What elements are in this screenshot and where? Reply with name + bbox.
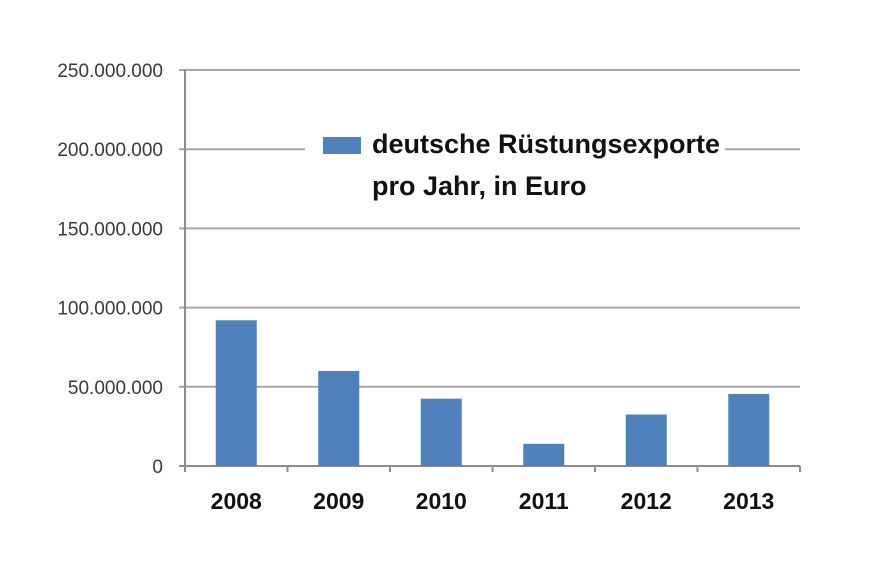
- bar-2008: [215, 320, 257, 466]
- y-tick-label: 0: [152, 457, 163, 478]
- x-tick-label: 2010: [416, 488, 467, 514]
- legend-label-line-2: pro Jahr, in Euro: [372, 171, 587, 201]
- x-tick-label: 2009: [313, 488, 364, 514]
- bar-2010: [420, 398, 462, 466]
- x-tick-label: 2013: [723, 488, 774, 514]
- x-tick-label: 2011: [519, 488, 569, 514]
- x-axis-tick-labels: 2008 2009 2010 2011 2012 2013: [211, 488, 775, 514]
- bar-2011: [523, 443, 565, 466]
- legend-swatch: [323, 137, 361, 154]
- y-tick-label: 200.000.000: [57, 140, 163, 161]
- bar-2013: [728, 393, 770, 466]
- y-tick-label: 100.000.000: [57, 299, 163, 320]
- bars: [215, 320, 770, 466]
- legend-label-line-1: deutsche Rüstungsexporte: [372, 129, 720, 159]
- bar-2009: [318, 370, 360, 466]
- bar-2012: [625, 414, 667, 466]
- y-tick-label: 50.000.000: [68, 378, 163, 399]
- legend-background: [305, 122, 725, 208]
- x-tick-label: 2008: [211, 488, 262, 514]
- legend: deutsche Rüstungsexporte pro Jahr, in Eu…: [305, 122, 725, 208]
- y-tick-label: 250.000.000: [57, 61, 163, 82]
- y-axis-tick-labels: 0 50.000.000 100.000.000 150.000.000 200.000…: [57, 61, 163, 478]
- x-tick-label: 2012: [621, 488, 672, 514]
- y-tick-label: 150.000.000: [57, 219, 163, 240]
